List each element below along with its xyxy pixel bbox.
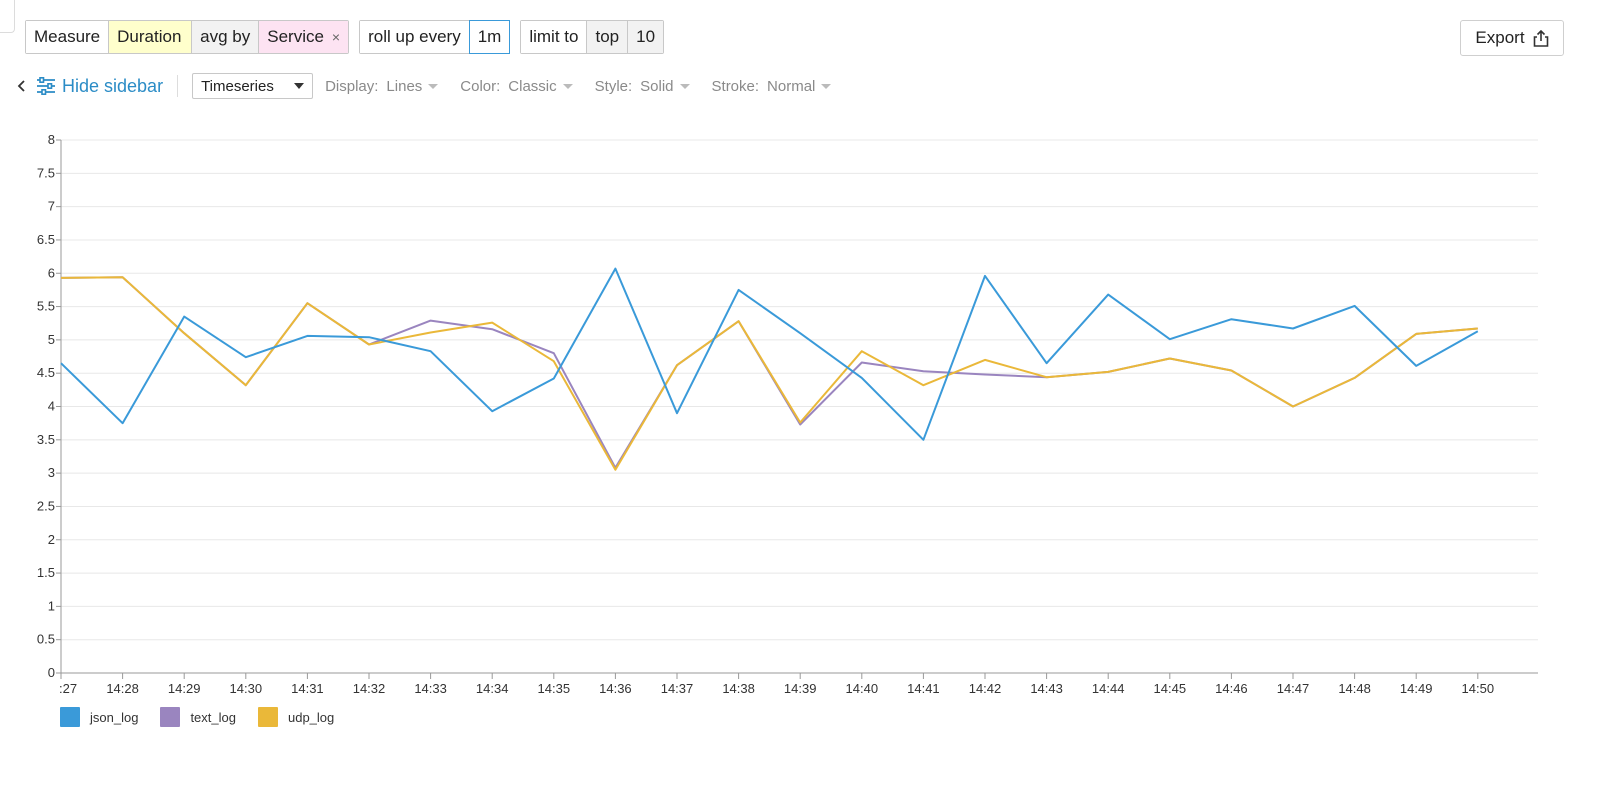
visualization-select[interactable]: Timeseries xyxy=(192,73,314,99)
export-button[interactable]: Export xyxy=(1460,20,1564,56)
y-tick-label: 5 xyxy=(48,332,55,347)
x-tick-label: 14:50 xyxy=(1462,681,1495,696)
stroke-label: Stroke: xyxy=(711,77,760,95)
x-tick-label: 14:46 xyxy=(1215,681,1248,696)
style-value: Solid xyxy=(640,77,674,95)
style-dropdown[interactable]: Style: Solid xyxy=(595,78,690,95)
y-tick-label: 1.5 xyxy=(37,565,55,580)
x-tick-label: 14:33 xyxy=(414,681,447,696)
x-tick-label: 14:41 xyxy=(907,681,940,696)
x-tick-label: 14:37 xyxy=(661,681,694,696)
x-tick-label: 14:49 xyxy=(1400,681,1433,696)
graph-toolbar: Hide sidebar Timeseries Display: Lines C… xyxy=(12,72,832,100)
color-value: Classic xyxy=(508,77,557,95)
style-label: Style: xyxy=(594,77,633,95)
limit-group: limit to top 10 xyxy=(520,20,665,54)
stroke-value: Normal xyxy=(767,77,816,95)
timeseries-chart[interactable]: 0 0.5 1 1.5 2 2.5 3 3.5 4 4.5 5 5.5 6 6.5 7 7.5 8 :27 14:… xyxy=(0,120,1600,700)
legend-item[interactable]: udp_log xyxy=(257,707,335,727)
y-tick-label: 8 xyxy=(48,132,55,147)
x-tick-label: 14:45 xyxy=(1154,681,1187,696)
y-tick-label: 7.5 xyxy=(37,165,55,180)
sliders-icon xyxy=(37,77,55,95)
caret-down-icon xyxy=(428,83,439,89)
y-tick-label: 7 xyxy=(48,199,55,214)
export-label: Export xyxy=(1475,28,1525,47)
display-dropdown[interactable]: Display: Lines xyxy=(325,77,439,95)
x-tick-label: 14:28 xyxy=(106,681,139,696)
y-tick-label: 2.5 xyxy=(37,498,55,513)
group-by-label: Service xyxy=(267,27,324,46)
measure-group: Measure Duration avg by Service × xyxy=(25,20,350,54)
stroke-dropdown[interactable]: Stroke: Normal xyxy=(712,78,832,95)
x-tick-label: 14:43 xyxy=(1030,681,1063,696)
x-tick-label: 14:31 xyxy=(291,681,324,696)
close-icon[interactable]: × xyxy=(331,29,341,45)
x-tick-label: 14:47 xyxy=(1277,681,1310,696)
caret-down-icon xyxy=(562,83,573,89)
y-tick-label: 6 xyxy=(48,265,55,280)
legend-label: udp_log xyxy=(287,709,335,725)
x-tick-label: 14:48 xyxy=(1338,681,1371,696)
x-tick-label: 14:44 xyxy=(1092,681,1125,696)
x-tick-label: 14:39 xyxy=(784,681,817,696)
chart-legend: json_log text_log udp_log xyxy=(60,707,334,727)
legend-label: json_log xyxy=(90,709,139,725)
rollup-interval-input[interactable]: 1m xyxy=(468,20,511,54)
legend-swatch xyxy=(160,707,181,727)
x-tick-label: 14:32 xyxy=(353,681,386,696)
caret-down-icon xyxy=(294,83,305,89)
rollup-group: roll up every 1m xyxy=(359,20,511,54)
y-tick-label: 0 xyxy=(48,665,55,680)
color-dropdown[interactable]: Color: Classic xyxy=(460,77,573,95)
measure-select[interactable]: Duration xyxy=(108,21,192,53)
x-tick-label: :27 xyxy=(59,681,77,696)
hide-sidebar-button[interactable]: Hide sidebar xyxy=(36,76,163,97)
y-tick-label: 6.5 xyxy=(37,232,55,247)
limit-order-select[interactable]: top xyxy=(586,21,628,53)
measure-label: Measure xyxy=(26,21,109,53)
share-icon xyxy=(1533,29,1548,47)
display-label: Display: xyxy=(325,77,379,95)
caret-down-icon xyxy=(679,83,690,89)
rollup-label: roll up every xyxy=(360,21,469,53)
legend-label: text_log xyxy=(190,709,236,725)
panel-corner xyxy=(0,0,15,33)
x-tick-label: 14:35 xyxy=(538,681,571,696)
group-by-tag[interactable]: Service × xyxy=(258,21,349,53)
legend-item[interactable]: text_log xyxy=(160,707,236,727)
y-tick-label: 1 xyxy=(48,598,55,613)
y-tick-label: 3.5 xyxy=(37,432,55,447)
y-tick-label: 0.5 xyxy=(37,632,55,647)
x-tick-label: 14:36 xyxy=(599,681,632,696)
x-tick-label: 14:42 xyxy=(969,681,1002,696)
color-label: Color: xyxy=(460,77,501,95)
limit-count-select[interactable]: 10 xyxy=(627,21,664,53)
y-tick-label: 4 xyxy=(48,399,55,414)
legend-swatch xyxy=(257,707,278,727)
caret-down-icon xyxy=(821,83,832,89)
query-builder: Measure Duration avg by Service × roll u… xyxy=(25,20,665,54)
y-tick-label: 5.5 xyxy=(37,299,55,314)
x-tick-label: 14:34 xyxy=(476,681,509,696)
legend-item[interactable]: json_log xyxy=(60,707,138,727)
display-value: Lines xyxy=(386,77,423,95)
x-tick-label: 14:30 xyxy=(230,681,263,696)
y-tick-label: 2 xyxy=(48,532,55,547)
limit-label: limit to xyxy=(521,21,587,53)
series-line-json-log[interactable] xyxy=(60,267,1479,441)
y-tick-label: 3 xyxy=(48,465,55,480)
hide-sidebar-label: Hide sidebar xyxy=(62,75,164,96)
aggregate-select[interactable]: avg by xyxy=(191,21,259,53)
x-tick-label: 14:29 xyxy=(168,681,201,696)
y-tick-label: 4.5 xyxy=(37,365,55,380)
legend-swatch xyxy=(60,707,80,727)
x-tick-label: 14:40 xyxy=(846,681,879,696)
chevron-left-icon[interactable] xyxy=(12,79,32,93)
visualization-value: Timeseries xyxy=(201,77,274,95)
series-line-udp-log[interactable] xyxy=(60,276,1478,471)
x-tick-label: 14:38 xyxy=(722,681,755,696)
toolbar-divider xyxy=(177,75,179,97)
